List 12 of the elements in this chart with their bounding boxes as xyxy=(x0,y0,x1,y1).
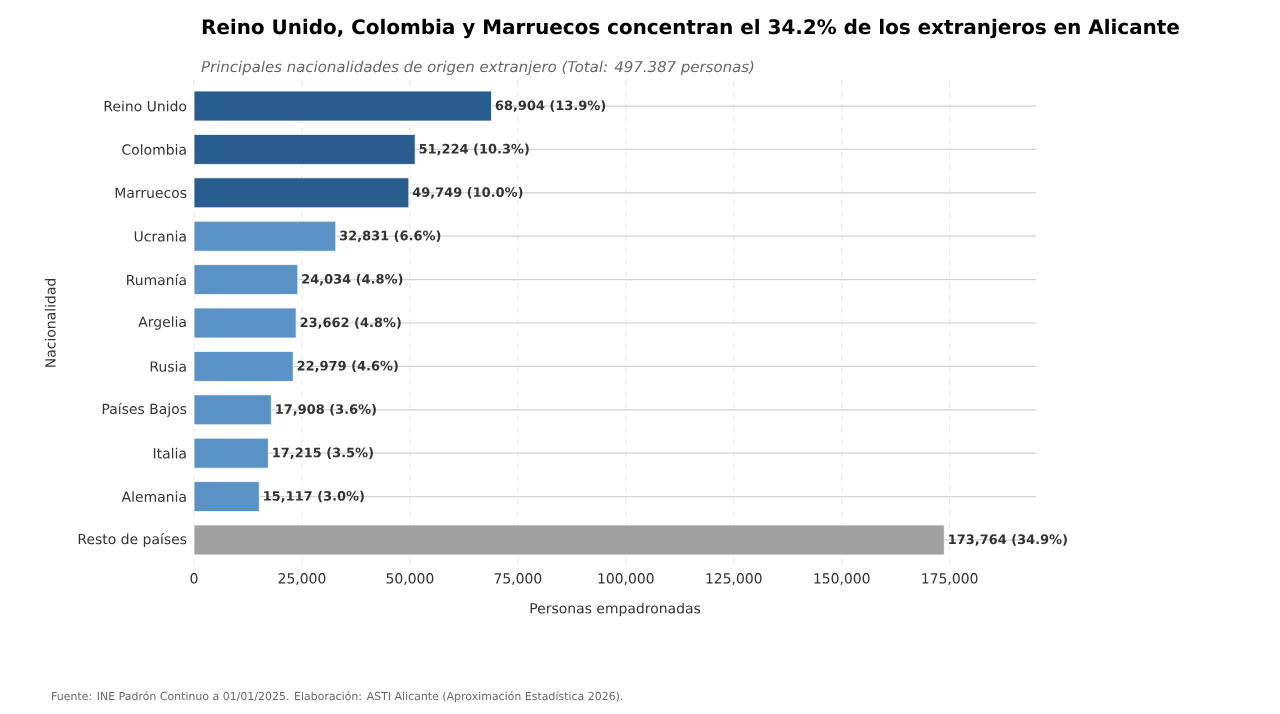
bar xyxy=(193,177,410,209)
bar xyxy=(193,90,492,122)
bar xyxy=(193,307,297,339)
bar xyxy=(193,394,272,426)
bar xyxy=(193,524,945,556)
bar xyxy=(193,264,299,296)
bar xyxy=(193,437,269,469)
bar xyxy=(193,134,416,165)
bar xyxy=(193,481,260,512)
bar xyxy=(193,350,294,382)
chart-title: Reino Unido, Colombia y Marruecos concentran el 34.2% de los extranjeros en Alicante xyxy=(202,18,1179,39)
bar xyxy=(193,220,337,252)
